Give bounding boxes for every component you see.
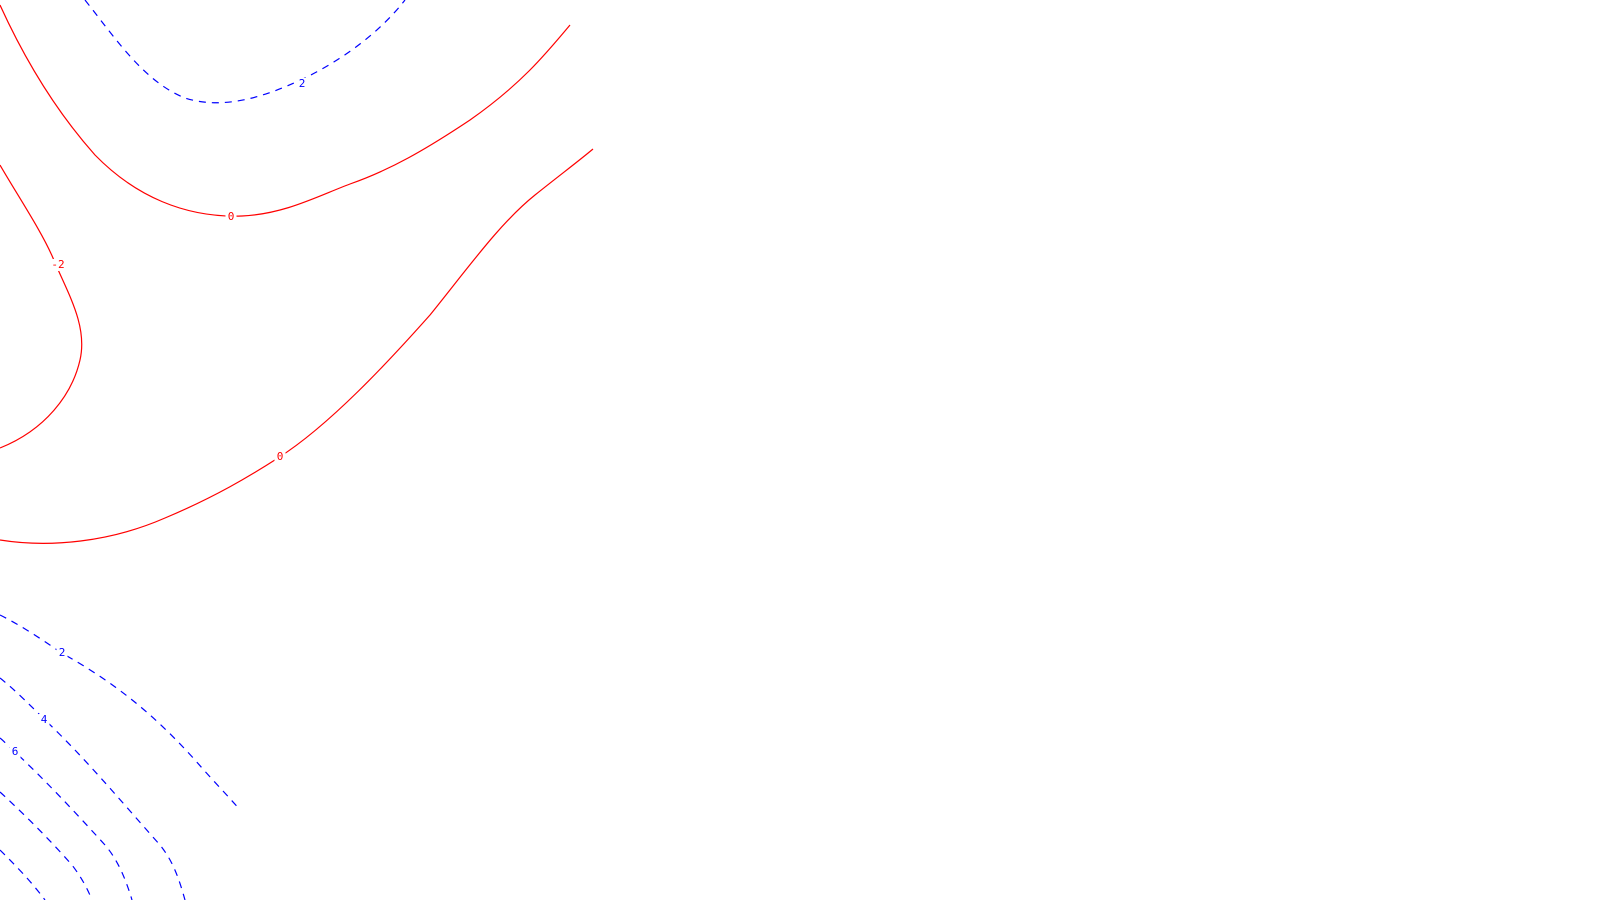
contour-line-blue-bottom-8 — [0, 791, 93, 900]
contour-line-blue-bottom-4 — [0, 677, 186, 900]
contour-label-red-middle: 0 — [277, 450, 284, 463]
contour-line-red-left — [0, 164, 83, 449]
contour-label-red-left: -2 — [51, 258, 64, 271]
contour-label-bg-blue-bottom-2 — [56, 647, 68, 659]
contour-line-blue-bottom-6 — [0, 737, 133, 900]
contour-label-red-upper: 0 — [228, 210, 235, 223]
contour-line-blue-bottom-10 — [0, 849, 46, 900]
contour-line-red-middle — [0, 148, 594, 544]
contour-label-blue-bottom-6: 6 — [12, 745, 19, 758]
contour-label-bg-blue-bottom-6 — [9, 746, 21, 758]
contour-line-blue-top — [84, 0, 406, 104]
contour-label-bg-red-middle — [274, 451, 286, 463]
contour-label-blue-bottom-4: 4 — [41, 713, 48, 726]
contour-label-bg-blue-bottom-4 — [38, 714, 50, 726]
contour-line-blue-bottom-2 — [0, 614, 241, 811]
contour-label-blue-top: 2 — [299, 77, 306, 90]
contour-line-red-upper — [0, 4, 571, 217]
contour-label-blue-bottom-2: 2 — [59, 646, 66, 659]
contour-label-bg-blue-top — [296, 78, 308, 90]
contour-label-bg-red-upper — [225, 211, 237, 223]
contour-label-bg-red-left — [49, 259, 67, 271]
